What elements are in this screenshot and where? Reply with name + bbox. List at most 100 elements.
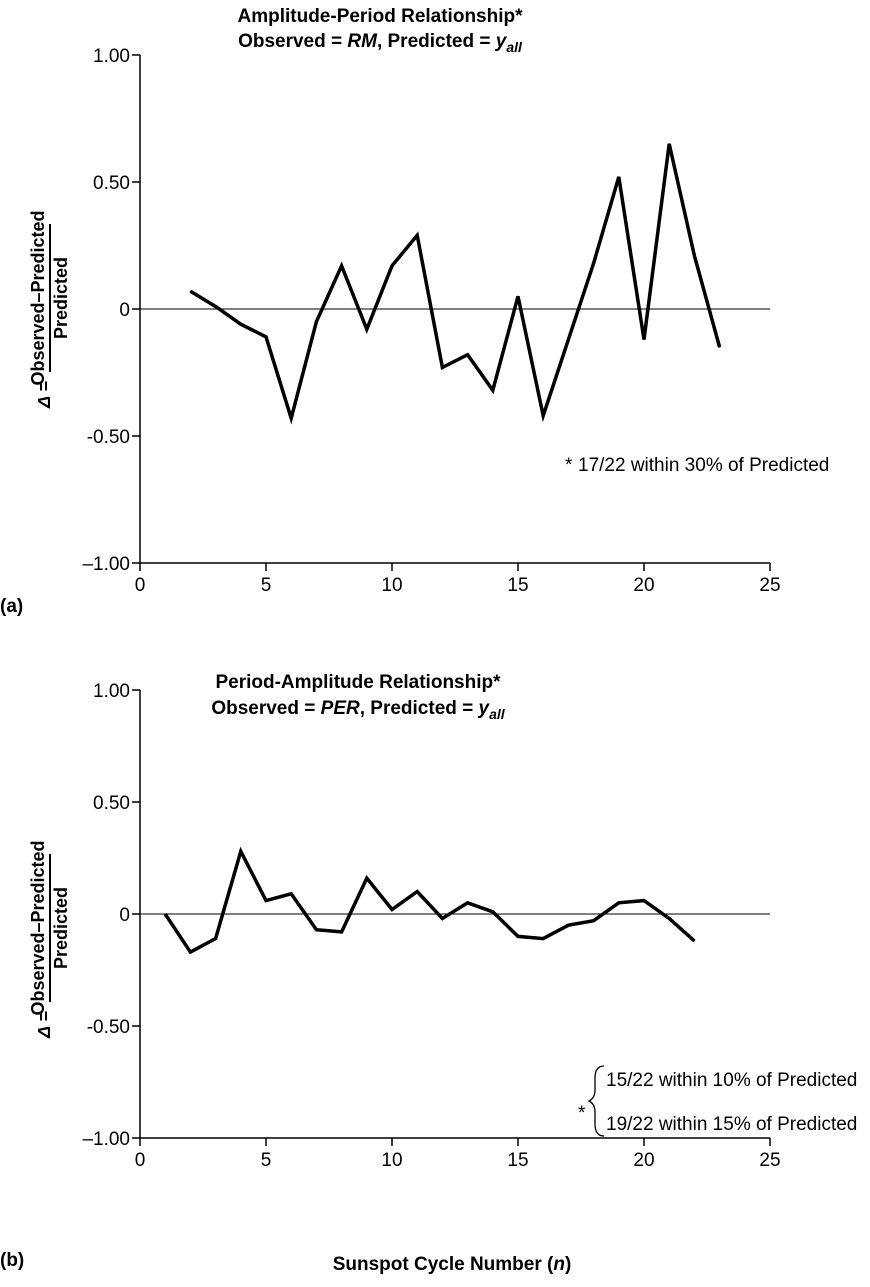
chart-b-data-point [542, 938, 544, 940]
chart-b-x-tick-label: 0 [135, 1150, 146, 1171]
chart-a-title-line1: Amplitude-Period Relationship* [237, 6, 523, 27]
chart-a-data-point [290, 417, 292, 419]
chart-a-y-tick-label: –1.00 [82, 554, 130, 575]
chart-a-x-tick-label: 20 [633, 575, 654, 596]
chart-a-data-point [416, 234, 418, 236]
chart-panel-b: Period-Amplitude Relationship* Observed … [0, 640, 870, 1280]
chart-b-annotation-marker: * [578, 1103, 586, 1124]
chart-a-data-point [542, 415, 544, 417]
chart-a-x-tick-label: 10 [381, 575, 402, 596]
chart-b-y-tick-label: 0 [119, 905, 130, 926]
chart-a-data-point [441, 366, 443, 369]
chart-a-data-point [567, 338, 570, 341]
chart-a-data-point [366, 328, 368, 330]
chart-b-panel-label: (b) [0, 1250, 24, 1271]
chart-b-data-point [643, 899, 645, 902]
chart-b-title-line1: Period-Amplitude Relationship* [215, 672, 501, 693]
chart-b-y-label-numerator: Observed–Predicted [28, 840, 48, 1015]
chart-b-x-tick-label: 5 [261, 1150, 272, 1171]
chart-b-data-point [517, 935, 519, 937]
chart-b-x-tick-label: 25 [759, 1150, 780, 1171]
chart-b-y-label-equals: = [34, 1011, 54, 1022]
chart-a-data-point [315, 321, 317, 323]
chart-b-data-point [240, 850, 242, 852]
chart-a-data-point [467, 354, 469, 356]
chart-b-y-tick-label: –1.00 [82, 1129, 130, 1150]
chart-a-data-point [240, 323, 242, 325]
chart-a-x-tick-label: 25 [759, 575, 780, 596]
chart-a-data-point [265, 336, 267, 338]
chart-b-data-point [315, 929, 317, 931]
chart-a-y-label-delta: Δ [34, 396, 54, 409]
chart-b-data-point [693, 940, 696, 942]
chart-b-x-axis-label: Sunspot Cycle Number (n) [333, 1254, 572, 1275]
chart-a-y-tick-label: 1.00 [93, 46, 130, 67]
chart-b-data-point [391, 908, 393, 911]
chart-a-x-tick-label: 0 [135, 575, 146, 596]
chart-a-y-label-denominator: Predicted [51, 257, 71, 339]
chart-b-y-tick-label: 0.50 [93, 793, 130, 814]
chart-a-x-tick-label: 5 [261, 575, 272, 596]
chart-b-y-label: Δ = Observed–Predicted Predicted [28, 840, 71, 1039]
chart-b-data-point [618, 902, 620, 904]
chart-b-title: Period-Amplitude Relationship* Observed … [211, 672, 505, 722]
chart-b-data-point [593, 920, 595, 922]
chart-panel-a: Amplitude-Period Relationship* Observed … [0, 0, 870, 640]
chart-a-plot-area: 1.000.500-0.50–1.000 5 10 15 20 25 [82, 46, 780, 596]
chart-b-y-label-delta: Δ [34, 1026, 54, 1039]
chart-b-data-point [265, 899, 267, 902]
chart-b-data-point [366, 877, 368, 879]
chart-a-y-label: Δ = Observed–Predicted Predicted [28, 210, 71, 409]
chart-b-annotation: * 15/22 within 10% of Predicted 19/22 wi… [578, 1065, 857, 1137]
chart-b-data-point [567, 924, 570, 926]
chart-b-series-line [163, 846, 696, 955]
chart-a-data-point [341, 265, 343, 267]
chart-b-data-point [492, 911, 494, 913]
chart-a-data-point [643, 338, 645, 341]
chart-a-x-tick-label: 15 [507, 575, 528, 596]
chart-a-data-point [517, 295, 519, 297]
chart-a-panel-label: (a) [0, 596, 23, 617]
chart-a-data-point [391, 265, 393, 267]
chart-b-data-point [215, 938, 217, 940]
chart-b-data-point [441, 917, 443, 920]
chart-a-series-line [189, 143, 722, 425]
chart-a-data-point [189, 290, 191, 292]
chart-b-annotation-line-2: 19/22 within 15% of Predicted [606, 1114, 857, 1135]
chart-a-data-point [618, 176, 620, 178]
chart-b-title-line2: Observed = PER, Predicted = yall [211, 698, 505, 722]
chart-b-data-point [467, 902, 469, 904]
chart-b-svg: Period-Amplitude Relationship* Observed … [0, 672, 857, 1275]
chart-a-title-line2: Observed = RM, Predicted = yall [238, 31, 523, 55]
chart-b-plot-area: 1.000.500-0.50–1.000 5 10 15 20 25 [82, 681, 780, 1171]
chart-a-annotation-marker: * [565, 455, 573, 476]
chart-a-data-point [492, 389, 494, 391]
chart-a-title: Amplitude-Period Relationship* Observed … [237, 6, 523, 55]
chart-b-data-point [164, 913, 166, 915]
chart-b-y-tick-label: -0.50 [87, 1017, 130, 1038]
chart-a-y-label-equals: = [34, 381, 54, 392]
chart-a-annotation: * 17/22 within 30% of Predicted [565, 455, 829, 476]
chart-a-y-tick-label: -0.50 [87, 427, 130, 448]
chart-a-y-tick-label: 0.50 [93, 173, 130, 194]
chart-b-x-tick-label: 10 [381, 1150, 402, 1171]
chart-b-data-point [290, 893, 292, 895]
chart-a-data-point [693, 255, 696, 257]
chart-b-x-tick-label: 15 [507, 1150, 528, 1171]
chart-a-svg: Amplitude-Period Relationship* Observed … [0, 6, 829, 617]
chart-b-y-label-denominator: Predicted [51, 887, 71, 969]
chart-a-y-tick-label: 0 [119, 300, 130, 321]
chart-a-annotation-line-1: 17/22 within 30% of Predicted [578, 455, 829, 476]
chart-b-data-point [189, 951, 191, 953]
chart-a-data-point [215, 305, 217, 308]
chart-b-annotation-line-1: 15/22 within 10% of Predicted [606, 1070, 857, 1091]
chart-b-annotation-brace [587, 1065, 605, 1137]
chart-a-data-point [593, 262, 595, 264]
chart-a-data-point [668, 143, 670, 145]
chart-b-x-tick-label: 20 [633, 1150, 654, 1171]
chart-a-y-label-numerator: Observed–Predicted [28, 210, 48, 385]
chart-b-data-point [341, 931, 343, 933]
chart-a-data-point [719, 346, 721, 348]
chart-b-data-point [668, 917, 670, 920]
chart-b-y-tick-label: 1.00 [93, 681, 130, 702]
